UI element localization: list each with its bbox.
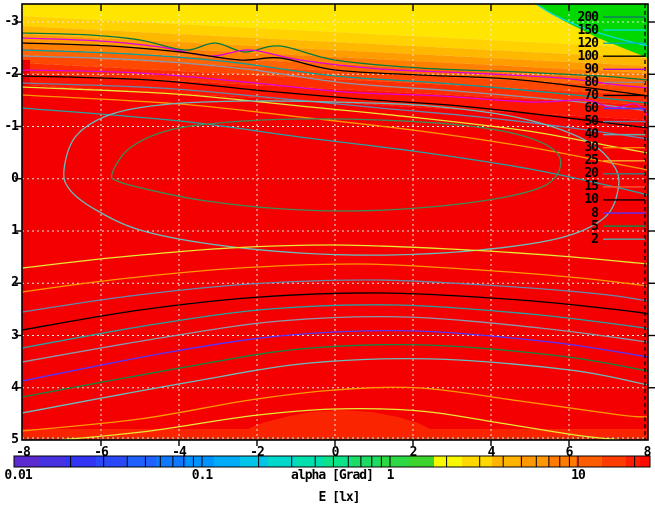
colorbar-scale-label: 1 xyxy=(386,468,395,483)
y-tick-label: 0 xyxy=(11,170,19,186)
colorbar-scale-label: 0.1 xyxy=(191,468,214,483)
y-tick-label: -2 xyxy=(4,66,19,82)
legend-level-label: 80 xyxy=(584,74,599,90)
colorbar-scale-label: 10 xyxy=(571,468,586,483)
colorbar xyxy=(13,455,651,468)
legend-level-label: 90 xyxy=(584,61,599,77)
legend-level-label: 40 xyxy=(584,127,599,143)
left-edge-column xyxy=(22,60,30,429)
legend-level-label: 20 xyxy=(584,166,599,182)
y-tick-label: 1 xyxy=(11,223,19,238)
y-tick-label: 3 xyxy=(11,327,19,343)
x-tick-label: -2 xyxy=(250,445,265,460)
y-tick-label: -1 xyxy=(4,118,19,134)
x-tick-label: -6 xyxy=(94,445,109,460)
legend-level-label: 60 xyxy=(584,100,599,116)
legend-level-label: 15 xyxy=(584,179,599,195)
x-tick-label: 4 xyxy=(487,445,496,460)
legend-level-label: 25 xyxy=(584,153,599,169)
plot-field xyxy=(22,4,648,440)
bottom-mound xyxy=(248,410,430,429)
colorbar-title: E [lx] xyxy=(318,490,361,505)
x-tick-label: 2 xyxy=(409,445,418,460)
legend-level-label: 10 xyxy=(584,192,599,208)
x-tick-label: 0 xyxy=(331,445,340,460)
legend-level-label: 30 xyxy=(584,140,599,156)
legend-level-label: 50 xyxy=(584,114,599,130)
x-axis-title: alpha [Grad] xyxy=(291,468,374,483)
legend-level-label: 2 xyxy=(591,231,599,247)
legend-level-label: 150 xyxy=(577,22,599,38)
y-tick-label: 5 xyxy=(11,432,19,447)
y-tick-label: -3 xyxy=(4,14,19,29)
colorbar-scale-label: 0.01 xyxy=(4,468,32,483)
y-tick-label: 2 xyxy=(11,275,19,291)
legend-level-label: 70 xyxy=(584,87,599,103)
legend-level-label: 5 xyxy=(591,218,599,234)
x-tick-label: -8 xyxy=(16,445,31,460)
legend-level-label: 200 xyxy=(577,9,599,25)
legend-level-label: 8 xyxy=(591,205,599,221)
x-tick-label: 6 xyxy=(565,445,574,460)
x-tick-label: 8 xyxy=(643,445,652,460)
x-tick-label: -4 xyxy=(172,445,187,460)
legend-level-label: 100 xyxy=(577,48,599,64)
legend-level-label: 120 xyxy=(577,35,599,51)
y-tick-label: 4 xyxy=(11,379,19,395)
